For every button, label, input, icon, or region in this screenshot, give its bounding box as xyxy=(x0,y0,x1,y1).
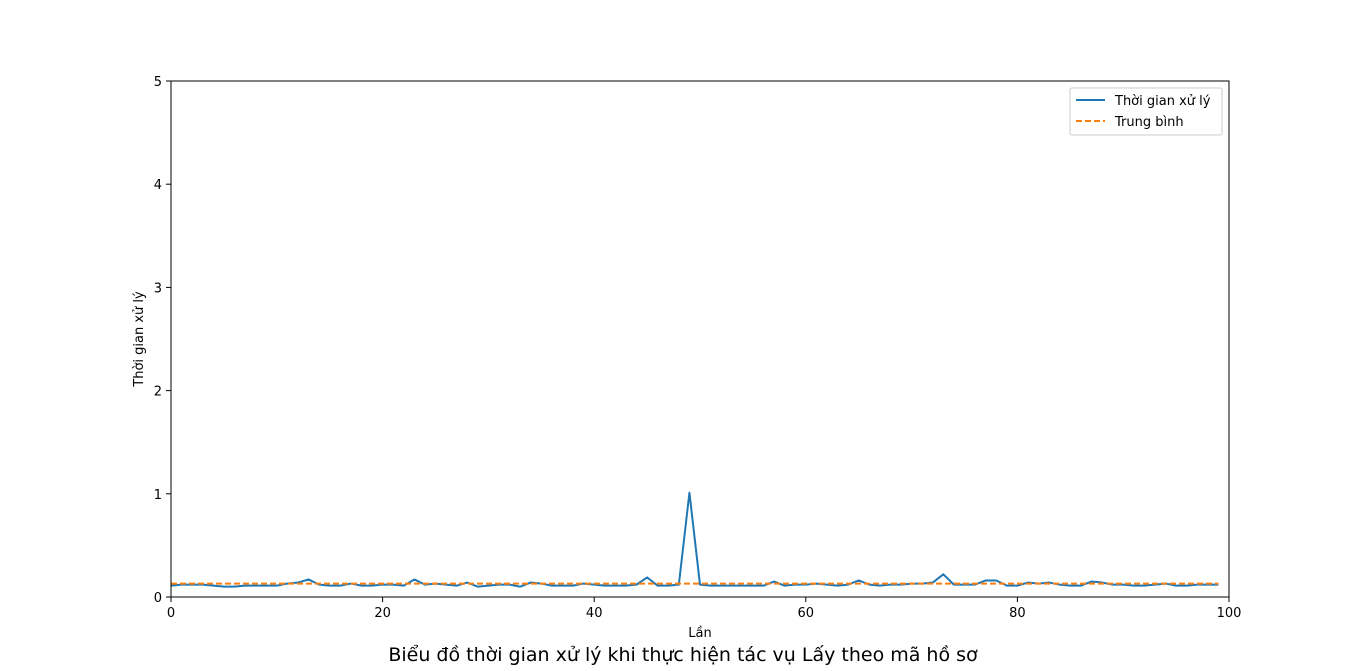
y-tick-label: 5 xyxy=(154,75,162,90)
x-tick-label: 40 xyxy=(586,606,603,621)
y-axis-label: Thời gian xử lý xyxy=(132,291,147,388)
y-tick-label: 1 xyxy=(154,488,162,503)
legend-label-average: Trung bình xyxy=(1114,115,1184,130)
x-axis-label: Lần xyxy=(688,626,711,641)
series-line-processing-time xyxy=(170,491,1219,588)
x-tick-label: 100 xyxy=(1217,606,1242,621)
y-tick-label: 0 xyxy=(154,591,162,606)
series-layer xyxy=(170,491,1219,588)
y-tick-label: 3 xyxy=(154,281,162,296)
y-tick-label: 2 xyxy=(154,385,162,400)
legend-frame xyxy=(1069,87,1223,136)
y-axis: 0 1 2 3 4 5 xyxy=(154,75,171,606)
x-tick-label: 20 xyxy=(374,606,391,621)
y-tick-label: 4 xyxy=(154,178,162,193)
x-tick-label: 0 xyxy=(167,606,175,621)
legend: Thời gian xử lý Trung bình xyxy=(1069,87,1223,136)
x-tick-label: 60 xyxy=(798,606,815,621)
chart-caption: Biểu đồ thời gian xử lý khi thực hiện tá… xyxy=(388,644,978,666)
x-tick-label: 80 xyxy=(1009,606,1026,621)
plot-frame xyxy=(170,80,1230,598)
x-axis: 0 20 40 60 80 100 xyxy=(167,597,1242,621)
legend-label-processing-time: Thời gian xử lý xyxy=(1114,94,1211,109)
